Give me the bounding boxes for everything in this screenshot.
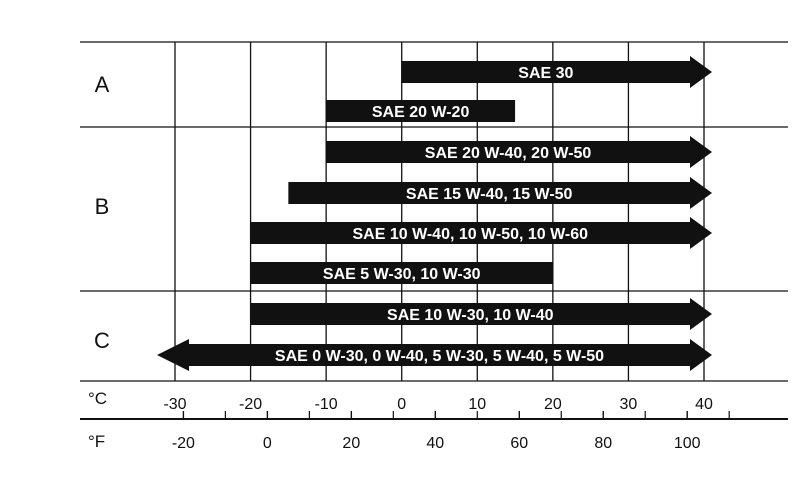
group-label: C (94, 328, 110, 353)
oil-range-label: SAE 5 W-30, 10 W-30 (323, 266, 481, 283)
celsius-tick-label: 10 (468, 396, 486, 413)
oil-range-label: SAE 15 W-40, 15 W-50 (406, 186, 573, 203)
fahrenheit-tick-label: -20 (172, 435, 195, 452)
bars: SAE 30 SAE 20 W-20 SAE 20 W-40, 20 W-50 SAE… (157, 56, 713, 371)
oil-range-bar (326, 100, 516, 122)
oil-range-bar (401, 56, 712, 88)
celsius-tick-label: -20 (239, 396, 262, 413)
oil-range-bar (157, 339, 712, 371)
fahrenheit-tick-label: 0 (263, 435, 272, 452)
fahrenheit-tick-label: 40 (426, 435, 444, 452)
oil-range-bar (326, 136, 712, 168)
oil-range-label: SAE 20 W-20 (372, 104, 470, 121)
group-labels: A B C (94, 72, 110, 353)
oil-range-label: SAE 20 W-40, 20 W-50 (425, 145, 592, 162)
oil-range-label: SAE 10 W-40, 10 W-50, 10 W-60 (352, 226, 588, 243)
celsius-unit-label: °C (88, 389, 107, 408)
oil-range-bar (250, 217, 713, 249)
group-label: A (95, 72, 110, 97)
oil-range-bar (250, 262, 553, 284)
oil-range-bar (250, 298, 713, 330)
fahrenheit-tick-label: 20 (342, 435, 360, 452)
fahrenheit-tick-label: 60 (510, 435, 528, 452)
celsius-tick-label: 0 (397, 396, 406, 413)
oil-range-label: SAE 0 W-30, 0 W-40, 5 W-30, 5 W-40, 5 W-… (275, 348, 604, 365)
celsius-tick-label: -30 (163, 396, 186, 413)
oil-range-label: SAE 10 W-30, 10 W-40 (387, 307, 554, 324)
fahrenheit-unit-label: °F (88, 432, 105, 451)
celsius-tick-label: -10 (315, 396, 338, 413)
oil-range-bar (288, 177, 712, 209)
fahrenheit-tick-label: 100 (674, 435, 701, 452)
group-label: B (95, 194, 110, 219)
celsius-tick-label: 20 (544, 396, 562, 413)
grid (80, 41, 788, 420)
oil-range-label: SAE 30 (518, 65, 573, 82)
fahrenheit-tick-label: 80 (594, 435, 612, 452)
celsius-tick-label: 30 (620, 396, 638, 413)
temperature-axes: °C -30 -20 -10 0 10 20 30 40 °F -20 0 20 40 60 80 100 (88, 389, 730, 452)
celsius-tick-label: 40 (695, 396, 713, 413)
